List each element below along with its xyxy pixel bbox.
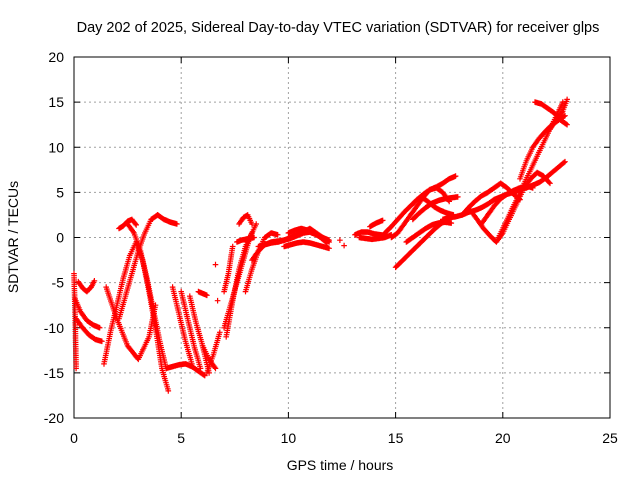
series-arc-39 (403, 219, 455, 245)
data-points (71, 96, 570, 394)
marker-points (418, 194, 457, 218)
marker-points (204, 329, 223, 376)
marker-points (356, 232, 395, 243)
marker-points (75, 278, 98, 295)
marker-points (212, 261, 219, 268)
marker-points (221, 243, 236, 295)
marker-points (234, 234, 257, 245)
series-arc-48 (521, 169, 553, 191)
marker-points (337, 237, 343, 243)
y-tick-label: 20 (48, 49, 64, 65)
y-tick-label: 15 (48, 94, 64, 110)
series-arc-24 (236, 212, 255, 227)
series-arc-15 (195, 288, 210, 299)
marker-points (221, 221, 259, 331)
series-arc-1 (71, 270, 79, 372)
series-arc-3 (72, 296, 103, 331)
series-arc-17 (204, 329, 223, 376)
series-arc-18 (214, 297, 221, 304)
series-arc-12 (169, 284, 195, 367)
y-tick-labels: -20 -15 -10 -5 0 5 10 15 20 (44, 49, 64, 426)
marker-points (281, 239, 332, 252)
series-arc-23 (234, 234, 257, 245)
marker-points (154, 212, 180, 227)
marker-points (72, 296, 103, 331)
series-arc-30 (285, 225, 330, 246)
series-arc-19 (212, 261, 219, 268)
series-arc-22 (221, 221, 259, 331)
y-tick-label: 0 (56, 230, 64, 246)
series-arc-35 (367, 217, 386, 230)
x-tick-label: 20 (495, 430, 511, 446)
marker-points (73, 315, 105, 345)
x-tick-label: 10 (281, 430, 297, 446)
series-arc-2 (75, 278, 98, 295)
chart-title: Day 202 of 2025, Sidereal Day-to-day VTE… (77, 20, 600, 36)
marker-points (459, 180, 523, 218)
series-arc-13 (178, 288, 204, 372)
x-axis-label: GPS time / hours (287, 457, 394, 473)
marker-points (341, 242, 347, 249)
marker-points (116, 212, 161, 322)
series-arc-4 (73, 315, 105, 345)
x-tick-label: 0 (70, 430, 78, 446)
marker-points (236, 212, 255, 227)
y-tick-label: -15 (44, 365, 64, 381)
series-arc-34 (356, 232, 395, 243)
marker-points (169, 284, 195, 367)
x-tick-label: 5 (177, 430, 185, 446)
series-arc-6 (103, 284, 159, 363)
series-arc-50 (547, 96, 570, 132)
x-tick-label: 15 (388, 430, 404, 446)
y-tick-label: -10 (44, 320, 64, 336)
y-tick-label: -20 (44, 410, 64, 426)
series-arc-43 (459, 180, 523, 218)
marker-points (195, 288, 210, 299)
y-tick-label: -5 (52, 275, 65, 291)
plot-frame (73, 56, 611, 419)
y-tick-label: 10 (48, 139, 64, 155)
x-tick-label: 25 (602, 430, 618, 446)
y-axis-label: SDTVAR / TECUs (5, 181, 21, 293)
series-arc-29 (281, 239, 332, 252)
series-arc-32 (341, 242, 347, 249)
series-arc-41 (418, 194, 457, 218)
x-tick-labels: 0 5 10 15 20 25 (70, 430, 618, 446)
marker-points (71, 270, 79, 372)
marker-points (178, 288, 204, 372)
marker-points (547, 96, 570, 132)
series-arc-20 (221, 243, 236, 295)
marker-points (367, 217, 386, 230)
series-arc-9 (116, 212, 161, 322)
marker-points (214, 297, 221, 304)
marker-points (285, 225, 330, 246)
marker-points (103, 284, 159, 363)
series-arc-10 (154, 212, 180, 227)
marker-points (403, 219, 455, 245)
marker-points (521, 169, 553, 191)
y-tick-label: 5 (56, 184, 64, 200)
series-arc-31 (337, 237, 343, 243)
